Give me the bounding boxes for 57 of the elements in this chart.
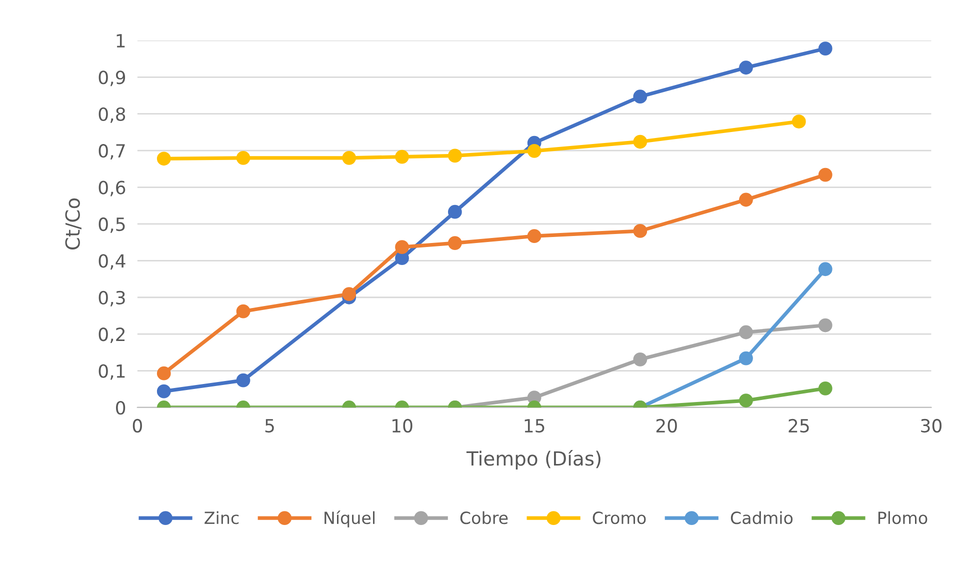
legend-label: Níquel	[324, 510, 375, 528]
point	[633, 224, 648, 238]
legend-label: Cadmio	[730, 511, 793, 524]
x-tick-label: 5	[265, 419, 274, 433]
point	[739, 60, 753, 75]
point	[739, 325, 753, 340]
legend-label: Cromo	[592, 512, 646, 524]
y-tick-label: 0,3	[98, 290, 125, 306]
y-tick-label: 0,6	[98, 180, 126, 196]
x-tick-label: 25	[788, 418, 809, 433]
y-tick-label: 0,1	[98, 364, 125, 380]
point	[236, 304, 250, 318]
y-tick-label: 0,2	[98, 328, 125, 344]
point	[739, 192, 753, 207]
legend-label: Plomo	[878, 511, 928, 524]
point	[739, 351, 753, 366]
point	[527, 144, 542, 158]
point	[739, 394, 753, 408]
y-tick-label: 0	[116, 400, 126, 415]
y-tick-label: 0,8	[98, 107, 126, 123]
point	[633, 352, 648, 366]
y-tick-label: 0,9	[98, 70, 126, 86]
point	[818, 42, 832, 56]
point	[236, 150, 250, 165]
point	[156, 366, 171, 380]
point	[633, 90, 648, 104]
y-tick-label: 1	[116, 34, 125, 48]
x-tick-label: 10	[392, 418, 412, 433]
x-tick-label: 20	[656, 418, 677, 433]
x-axis-title: Tiempo (Días)	[466, 450, 600, 470]
point	[156, 384, 171, 398]
point	[395, 240, 409, 254]
y-tick-label: 0,7	[98, 144, 125, 160]
point	[818, 318, 832, 332]
point	[818, 262, 832, 276]
point	[395, 251, 409, 266]
point	[633, 134, 648, 149]
point	[448, 236, 462, 250]
x-tick-label: 0	[132, 418, 142, 433]
legend-label: Cobre	[460, 511, 508, 524]
y-tick-label: 0,5	[98, 217, 125, 233]
point	[818, 168, 832, 182]
point	[448, 204, 462, 219]
point	[342, 150, 356, 165]
point	[342, 287, 356, 302]
y-tick-label: 0,4	[98, 254, 126, 270]
x-tick-label: 30	[921, 418, 942, 433]
point	[818, 381, 832, 396]
point	[395, 150, 409, 164]
x-tick-label: 15	[524, 419, 544, 433]
point	[156, 152, 171, 166]
point	[236, 373, 250, 388]
point	[792, 114, 806, 129]
point	[448, 148, 462, 163]
point	[527, 229, 542, 244]
legend-label: Zinc	[204, 511, 239, 524]
y-axis-title: Ct/Co	[65, 198, 82, 250]
